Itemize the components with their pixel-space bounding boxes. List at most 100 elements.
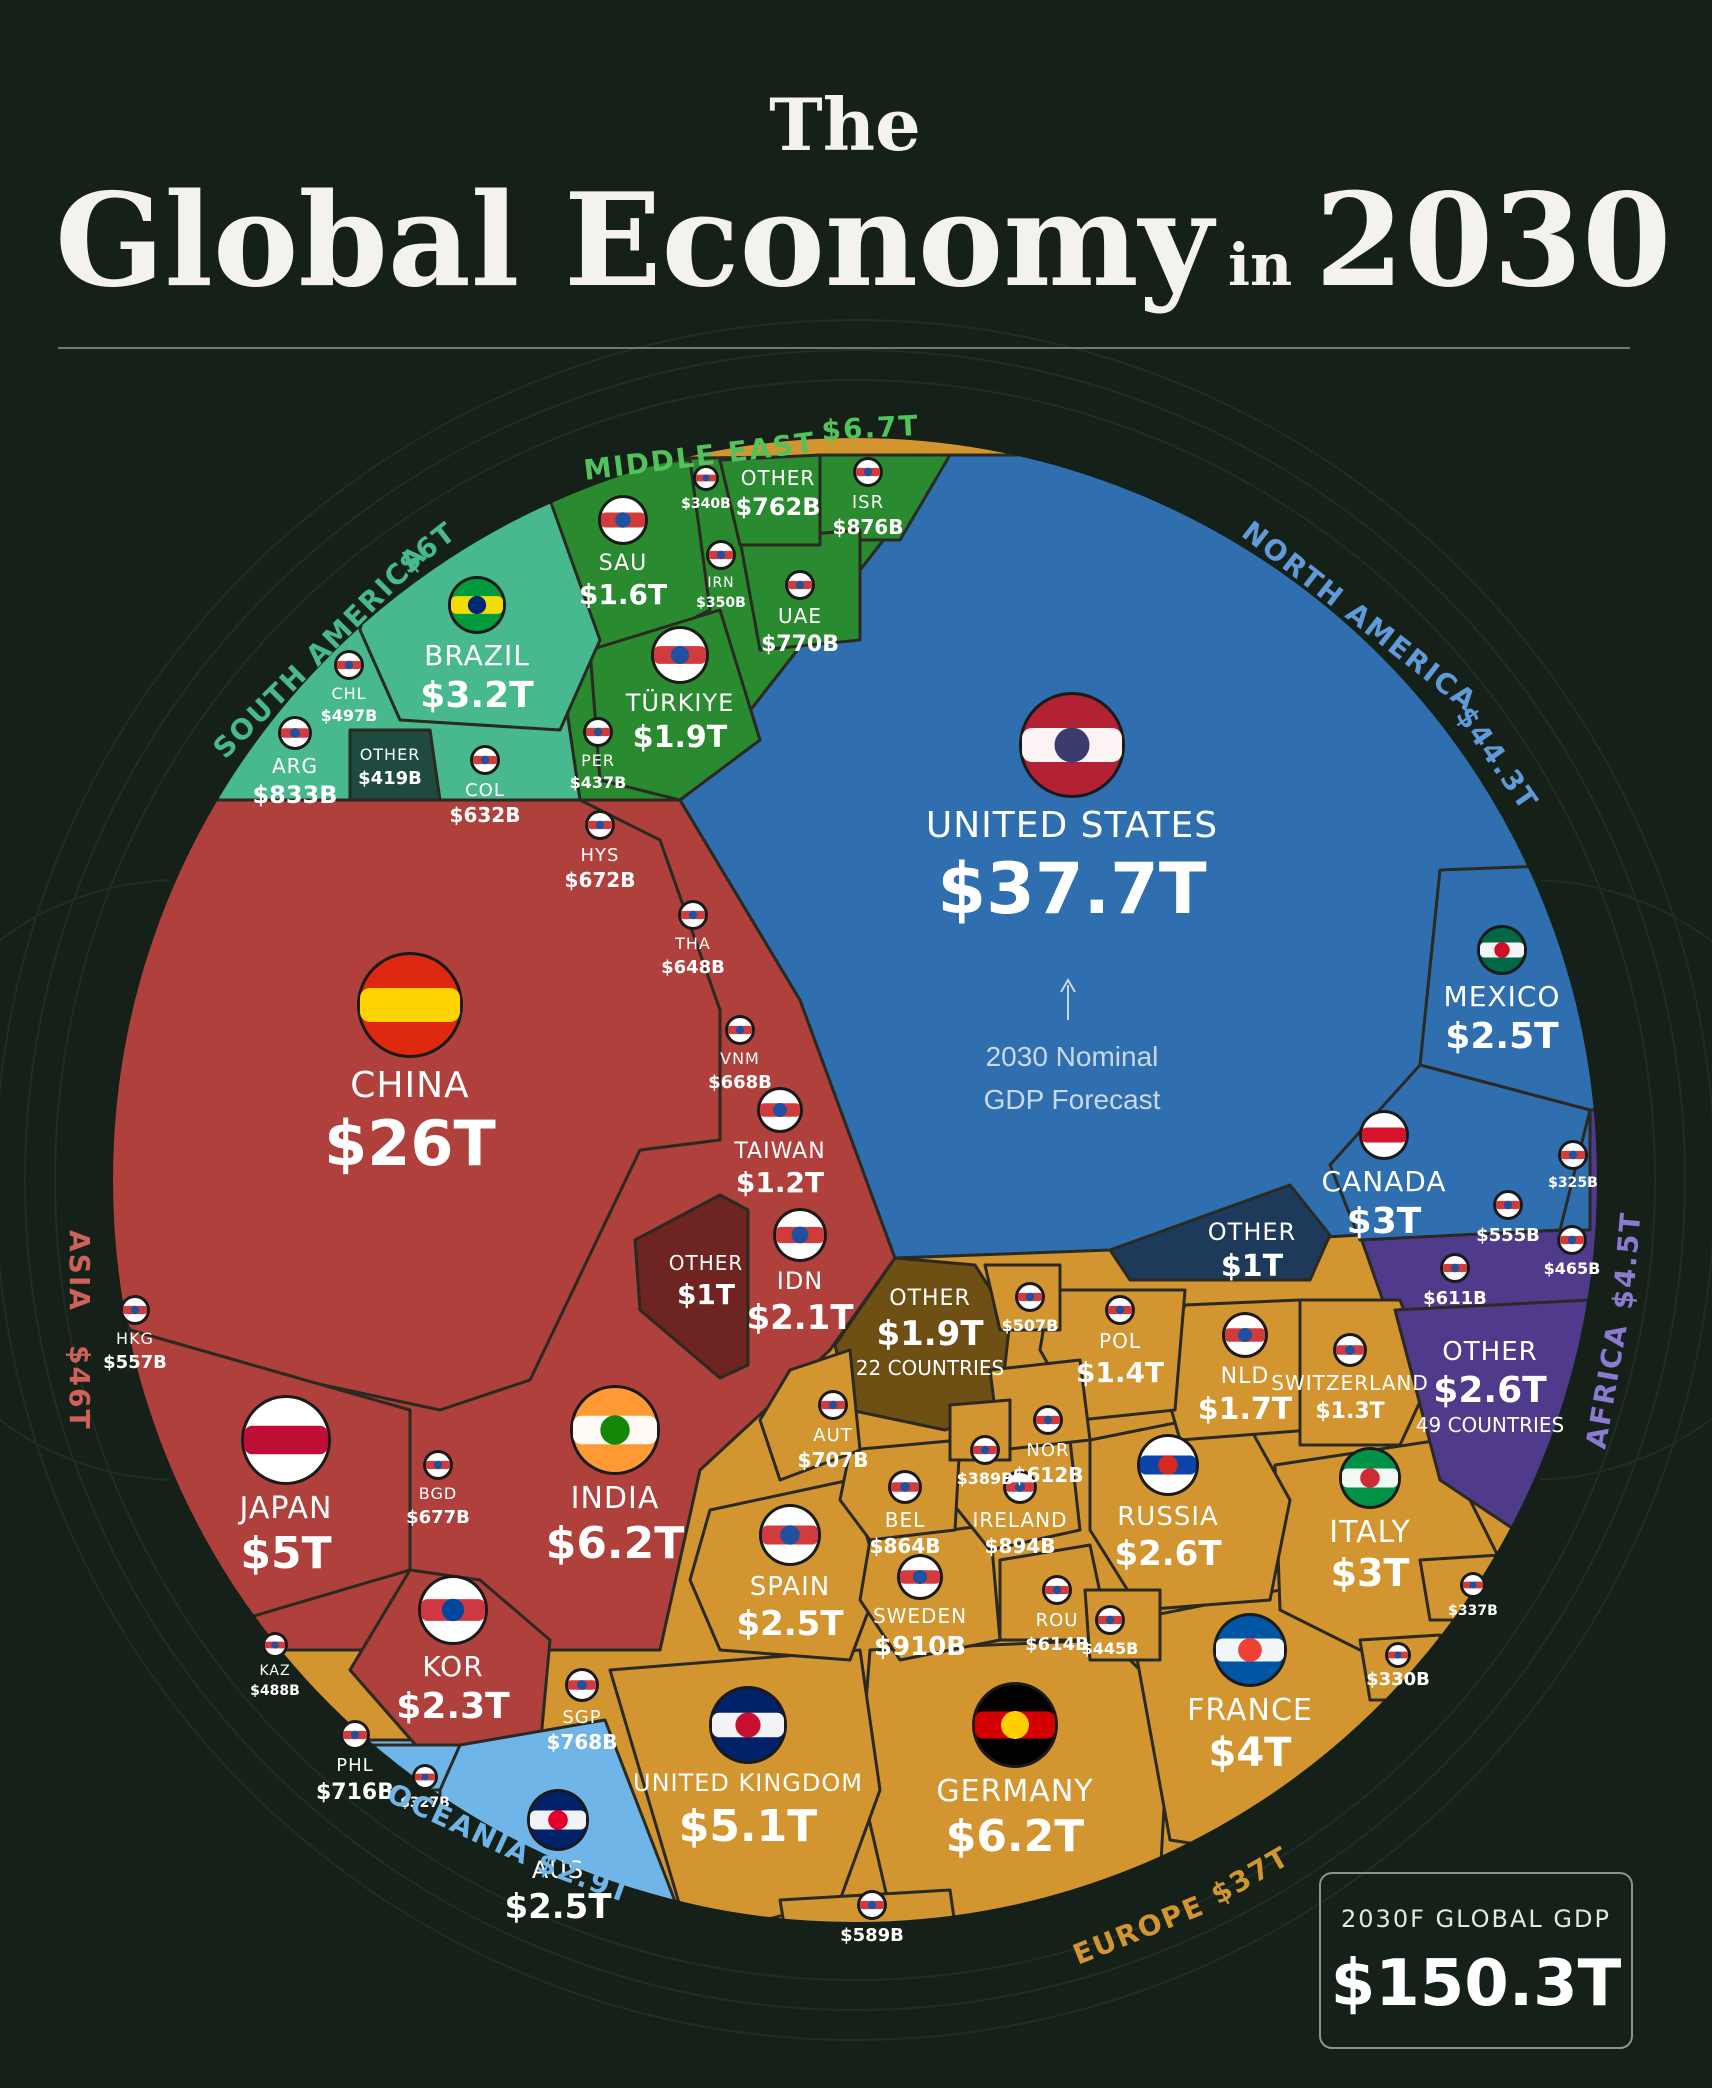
country-name-label: GERMANY — [936, 1774, 1093, 1809]
sa-cell-other — [348, 728, 442, 802]
country-name-label: TÜRKIYE — [625, 688, 735, 717]
country-value-label: $1.7T — [1198, 1392, 1293, 1427]
country-value-label: $1.2T — [736, 1166, 824, 1199]
egypt-flag-icon — [693, 465, 719, 491]
country-name-label: UNITED KINGDOM — [633, 1769, 863, 1797]
philippines-flag-icon — [340, 1720, 370, 1750]
country-marks: UNITED STATES$37.7TMEXICO$2.5TCANADA$3TO… — [103, 457, 1600, 1946]
country-value-label: $864B — [870, 1534, 941, 1558]
country-mark: $327B — [400, 1764, 450, 1811]
country-mark: MEXICO$2.5T — [1444, 925, 1561, 1057]
country-mark: ROU $614B — [1025, 1575, 1089, 1655]
country-mark: IRN $350B — [696, 540, 746, 611]
country-mark: NOR$612B — [1013, 1405, 1083, 1487]
country-mark: UNITED KINGDOM $5.1T — [633, 1686, 863, 1852]
country-name-label: HYS — [581, 845, 620, 866]
europe-cell-aut — [758, 1348, 862, 1482]
country-name-label: MEXICO — [1444, 980, 1561, 1013]
country-name-label: RUSSIA — [1117, 1502, 1219, 1532]
country-name-label: JAPAN — [238, 1491, 333, 1526]
country-value-label: $465B — [1544, 1259, 1601, 1278]
country-name-label: PHL — [336, 1755, 373, 1776]
korea-flag-icon — [418, 1575, 488, 1645]
country-value-label: $340B — [681, 496, 731, 512]
hongkong-flag-icon — [120, 1295, 150, 1325]
austria-flag-icon — [818, 1390, 848, 1420]
russia-flag-icon — [1137, 1434, 1199, 1496]
country-mark: $389B — [957, 1435, 1013, 1488]
country-value-label: $330B — [1366, 1669, 1430, 1690]
country-mark: $507B — [1002, 1282, 1058, 1335]
country-name-label: SWEDEN — [873, 1604, 967, 1628]
country-mark: ISR$876B — [833, 457, 903, 539]
me-cell-turkiye — [588, 608, 762, 802]
country-mark: SPAIN$2.5T — [736, 1504, 844, 1644]
uae-flag-icon — [785, 570, 815, 600]
title-line-the: The — [769, 82, 921, 167]
country-value-label: $677B — [406, 1507, 470, 1528]
country-mark: $325B — [1548, 1140, 1598, 1191]
indonesia-flag-icon — [773, 1208, 827, 1262]
nigeria-flag-icon — [1557, 1225, 1587, 1255]
country-name-label: OTHER — [360, 745, 421, 764]
country-name-label: UNITED STATES — [926, 805, 1218, 846]
country-sublabel: 49 COUNTRIES — [1416, 1413, 1564, 1437]
region-label-asia: ASIA — [63, 1230, 96, 1312]
country-value-label: $611B — [1423, 1288, 1487, 1309]
country-name-label: THA — [674, 934, 711, 953]
newzealand-flag-icon — [412, 1764, 438, 1790]
title-main: Global Economy — [55, 166, 1217, 316]
country-name-label: OTHER — [1208, 1218, 1296, 1246]
country-value-label: $437B — [570, 773, 627, 792]
country-mark: IDN $2.1T — [746, 1208, 854, 1338]
country-value-label: $337B — [1448, 1603, 1498, 1619]
greece-flag-icon — [1460, 1572, 1486, 1598]
annotation-line2: GDP Forecast — [984, 1084, 1161, 1115]
country-mark: COL$632B — [450, 745, 520, 827]
country-mark: AUS $2.5T — [504, 1789, 612, 1927]
country-name-label: SPAIN — [750, 1572, 830, 1602]
thailand-flag-icon — [678, 900, 708, 930]
south-africa-flag-icon — [1493, 1190, 1523, 1220]
country-value-label: $497B — [321, 706, 378, 725]
country-name-label: OTHER — [889, 1286, 970, 1311]
india-flag-icon — [570, 1385, 660, 1475]
portugal-flag-icon — [1095, 1605, 1125, 1635]
country-value-label: $5T — [240, 1528, 331, 1579]
country-mark: TÜRKIYE $1.9T — [625, 626, 735, 755]
country-mark: CHINA$26T — [324, 952, 496, 1180]
annotation-arrow-head — [1060, 978, 1076, 993]
total-box — [1319, 1872, 1633, 2049]
country-value-label: $833B — [252, 781, 337, 809]
taiwan-flag-icon — [757, 1087, 803, 1133]
egypt-flag-icon — [1440, 1253, 1470, 1283]
us-flag-icon — [1019, 692, 1125, 798]
country-value-label: $2.1T — [746, 1298, 854, 1338]
title-year: 2030 — [1315, 166, 1671, 316]
singapore-flag-icon — [565, 1668, 599, 1702]
country-value-label: $2.6T — [1433, 1370, 1547, 1411]
asia-cell-china — [110, 798, 722, 1412]
country-mark: CHL $497B — [321, 650, 378, 725]
denmark-flag-icon — [857, 1890, 887, 1920]
country-value-label: $325B — [1548, 1175, 1598, 1191]
country-name-label: CHL — [331, 684, 366, 703]
country-name-label: TAIWAN — [733, 1139, 825, 1164]
australia-flag-icon — [527, 1789, 589, 1851]
country-value-label: $716B — [316, 1780, 394, 1805]
country-name-label: AUT — [813, 1425, 852, 1446]
country-name-label: NOR — [1026, 1440, 1069, 1461]
country-name-label: SGP — [562, 1707, 601, 1728]
na-cell-other — [1108, 1183, 1332, 1282]
israel-flag-icon — [853, 457, 883, 487]
total-label: 2030F GLOBAL GDP — [1341, 1905, 1611, 1933]
italy-flag-icon — [1339, 1447, 1401, 1509]
ireland-flag-icon — [1003, 1470, 1037, 1504]
country-mark: $330B — [1366, 1642, 1430, 1690]
country-mark: GERMANY$6.2T — [936, 1682, 1093, 1862]
country-mark: BGD $677B — [406, 1450, 470, 1528]
country-value-label: $26T — [324, 1107, 496, 1180]
france-flag-icon — [1213, 1613, 1287, 1687]
